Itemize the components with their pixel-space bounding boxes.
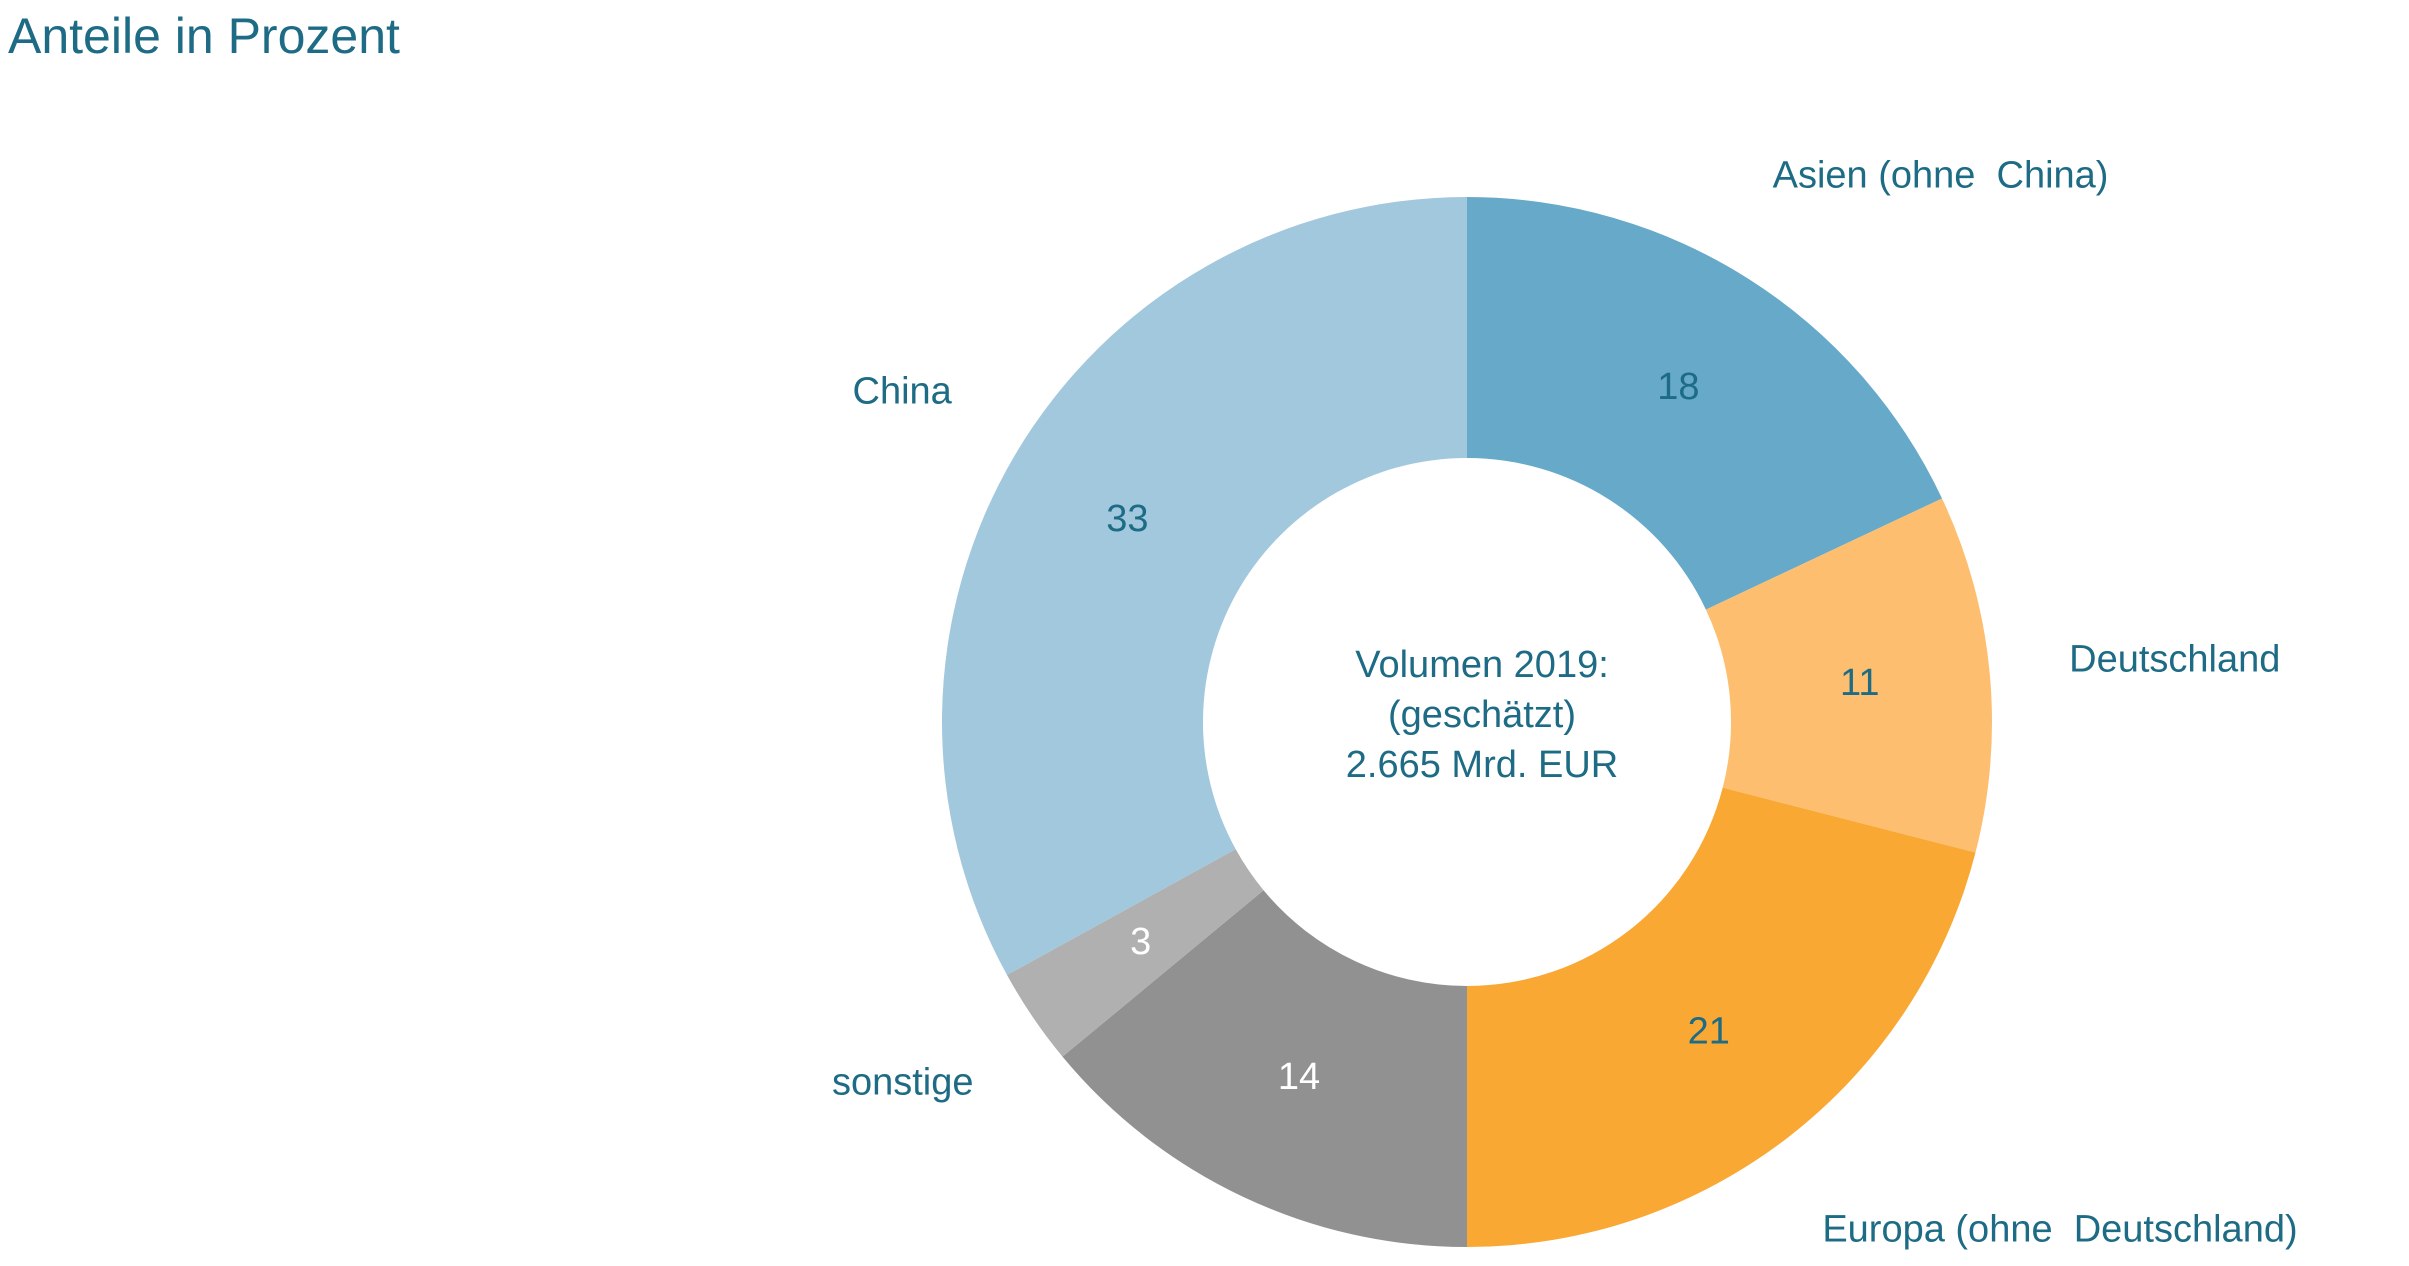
- donut-segment: [942, 197, 1467, 975]
- value-label: 11: [1840, 662, 1879, 704]
- value-label: 33: [1106, 498, 1148, 540]
- donut-segment: [1467, 197, 1943, 610]
- category-label: Asien (ohne China): [1773, 154, 2109, 196]
- donut-segment: [1062, 890, 1467, 1247]
- value-label: 14: [1278, 1056, 1320, 1098]
- chart-title: Anteile in Prozent: [8, 8, 400, 64]
- center-text: (geschätzt): [1388, 694, 1576, 736]
- category-label: sonstige: [832, 1062, 974, 1104]
- category-label: China: [853, 371, 953, 413]
- donut-segment: [1705, 498, 1992, 853]
- donut-segment: [1006, 849, 1264, 1057]
- category-label: Europa (ohne Deutschland): [1822, 1209, 2297, 1251]
- category-label: Deutschland: [2069, 638, 2280, 680]
- donut-segment: [1467, 787, 1976, 1247]
- value-label: 18: [1657, 366, 1699, 408]
- value-label: 21: [1688, 1011, 1730, 1053]
- value-label: 3: [1130, 921, 1151, 963]
- center-text: Volumen 2019:: [1355, 644, 1609, 686]
- center-text: 2.665 Mrd. EUR: [1346, 744, 1618, 786]
